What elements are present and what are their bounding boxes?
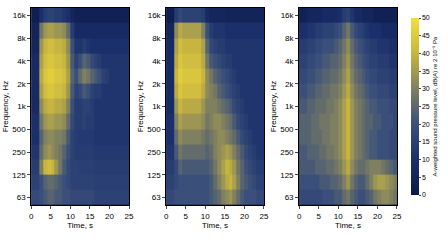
svg-text:250: 250	[147, 148, 161, 157]
svg-text:1k: 1k	[17, 102, 26, 111]
svg-text:8k: 8k	[152, 34, 161, 43]
svg-text:25: 25	[260, 212, 269, 221]
svg-text:125: 125	[12, 171, 26, 180]
svg-text:30: 30	[422, 85, 430, 92]
svg-text:0: 0	[297, 212, 302, 221]
svg-text:Frequency, Hz: Frequency, Hz	[1, 81, 10, 132]
svg-text:20: 20	[373, 212, 382, 221]
svg-text:4k: 4k	[285, 57, 294, 66]
svg-text:20: 20	[240, 212, 249, 221]
svg-text:20: 20	[105, 212, 114, 221]
svg-text:63: 63	[152, 193, 161, 202]
svg-text:0: 0	[29, 212, 34, 221]
svg-text:1k: 1k	[285, 102, 294, 111]
svg-text:40: 40	[422, 50, 430, 57]
svg-text:500: 500	[147, 125, 161, 134]
svg-text:4k: 4k	[152, 57, 161, 66]
svg-text:0: 0	[422, 191, 426, 198]
svg-text:50: 50	[422, 14, 430, 21]
svg-text:5: 5	[184, 212, 189, 221]
svg-text:Frequency, Hz: Frequency, Hz	[269, 81, 278, 132]
svg-text:10: 10	[201, 212, 210, 221]
svg-text:0: 0	[164, 212, 169, 221]
svg-text:45: 45	[422, 32, 430, 39]
svg-text:125: 125	[280, 171, 294, 180]
svg-text:63: 63	[17, 193, 26, 202]
svg-text:35: 35	[422, 68, 430, 75]
svg-text:16k: 16k	[13, 11, 27, 20]
svg-text:16k: 16k	[148, 11, 162, 20]
svg-text:250: 250	[280, 148, 294, 157]
svg-text:15: 15	[85, 212, 94, 221]
svg-text:250: 250	[12, 148, 26, 157]
svg-text:8k: 8k	[17, 34, 26, 43]
svg-text:Time, s: Time, s	[67, 221, 93, 230]
svg-text:Time, s: Time, s	[335, 221, 361, 230]
svg-text:16k: 16k	[281, 11, 295, 20]
svg-text:2k: 2k	[152, 80, 161, 89]
svg-text:2k: 2k	[285, 80, 294, 89]
svg-text:10: 10	[334, 212, 343, 221]
svg-text:Time, s: Time, s	[202, 221, 228, 230]
svg-text:5: 5	[49, 212, 54, 221]
svg-text:Frequency, Hz: Frequency, Hz	[136, 81, 145, 132]
svg-text:15: 15	[220, 212, 229, 221]
svg-text:10: 10	[66, 212, 75, 221]
svg-text:25: 25	[422, 103, 430, 110]
svg-text:25: 25	[125, 212, 134, 221]
svg-text:10: 10	[422, 156, 430, 163]
svg-text:1k: 1k	[152, 102, 161, 111]
svg-text:15: 15	[422, 138, 430, 145]
svg-text:8k: 8k	[285, 34, 294, 43]
svg-text:2k: 2k	[17, 80, 26, 89]
svg-text:25: 25	[392, 212, 401, 221]
svg-text:63: 63	[285, 193, 294, 202]
svg-text:125: 125	[147, 171, 161, 180]
svg-text:20: 20	[422, 121, 430, 128]
svg-text:A-weighted sound pressure leve: A-weighted sound pressure level, dB(A) r…	[432, 36, 438, 177]
svg-text:5: 5	[422, 174, 426, 181]
svg-text:500: 500	[280, 125, 294, 134]
svg-text:500: 500	[12, 125, 26, 134]
svg-text:5: 5	[316, 212, 321, 221]
svg-text:15: 15	[353, 212, 362, 221]
svg-text:4k: 4k	[17, 57, 26, 66]
